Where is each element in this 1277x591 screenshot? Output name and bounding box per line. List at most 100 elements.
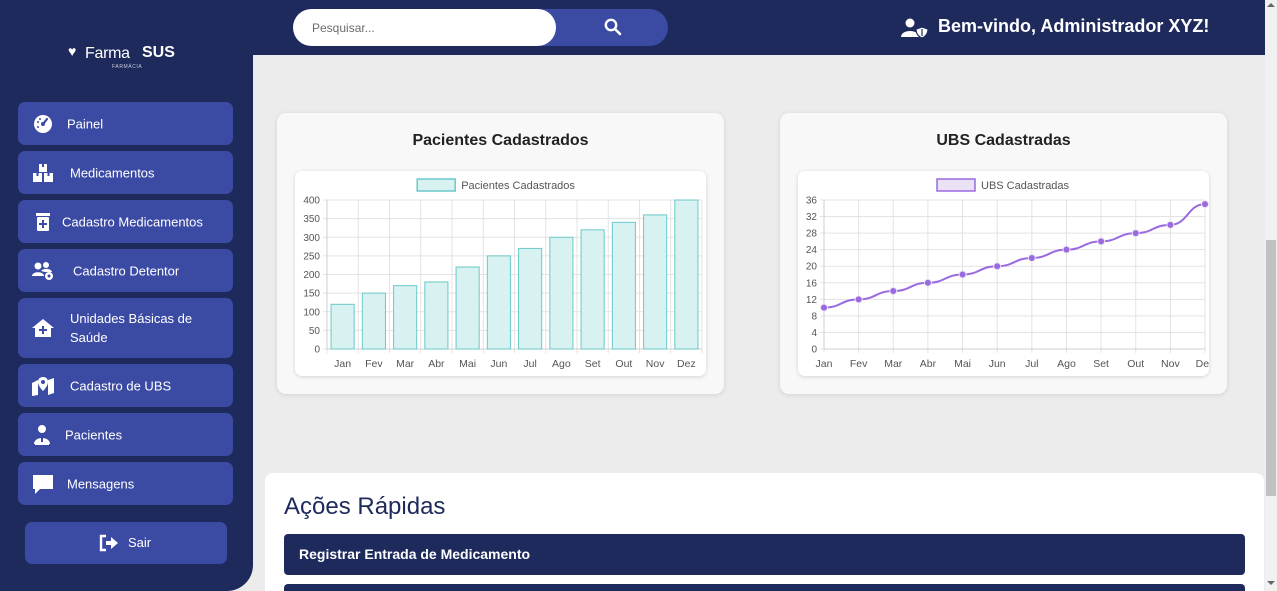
y-tick-label: 400 [303, 196, 320, 207]
data-point [958, 270, 967, 279]
bar [674, 199, 699, 350]
legend-label: UBS Cadastradas [981, 180, 1070, 192]
x-tick-label: Out [615, 358, 632, 370]
logout-label: Sair [128, 535, 152, 550]
y-tick-label: 32 [806, 212, 818, 223]
sidebar: ♥ Farma SUS FARMÁCIA Painel Medicamentos… [0, 0, 253, 591]
sidebar-item-painel[interactable]: Painel [18, 102, 233, 145]
users-gear-icon [32, 261, 53, 280]
ubs-line-chart: UBS Cadastradas 0 4 8 12 16 20 24 28 32 36 Jan Fev Ma… [806, 178, 1209, 370]
x-tick-label: Nov [1161, 358, 1180, 370]
y-tick-label: 8 [811, 311, 817, 322]
patients-chart-box: Pacientes Cadastrados 0 50 100 150 200 250 300 3… [295, 171, 706, 376]
x-tick-label: Jan [816, 358, 833, 370]
patients-bar-chart: Pacientes Cadastrados 0 50 100 150 200 250 300 3… [303, 178, 703, 370]
sidebar-item-cadastro-detentor[interactable]: Cadastro Detentor [18, 249, 233, 292]
data-point [1131, 229, 1140, 238]
farmasus-logo[interactable]: ♥ Farma SUS FARMÁCIA [68, 42, 188, 72]
quick-actions-panel: Ações Rápidas Registrar Entrada de Medic… [265, 473, 1264, 591]
bar [518, 247, 543, 350]
data-point [923, 278, 932, 287]
search-button[interactable] [556, 9, 668, 46]
register-medicine-entry-button[interactable]: Registrar Entrada de Medicamento [284, 534, 1245, 575]
map-pin-icon [32, 376, 54, 396]
logout-button[interactable]: Sair [25, 522, 227, 564]
chart-title: Pacientes Cadastrados [412, 132, 589, 149]
data-point [1201, 200, 1209, 209]
sidebar-item-ubs[interactable]: Unidades Básicas de Saúde [18, 298, 233, 358]
x-tick-label: Dez [1196, 358, 1209, 370]
sidebar-item-medicamentos[interactable]: Medicamentos [18, 151, 233, 194]
x-tick-label: Abr [428, 358, 445, 370]
y-tick-label: 0 [811, 345, 817, 356]
x-tick-label: Set [1093, 358, 1109, 370]
y-tick-label: 250 [303, 251, 320, 262]
user-shield-icon [901, 18, 929, 38]
x-tick-label: Jul [1025, 358, 1038, 370]
bar [424, 281, 449, 350]
legend-swatch [416, 178, 456, 192]
x-tick-label: Jun [490, 358, 507, 370]
sidebar-item-label: Cadastro de UBS [70, 378, 172, 393]
y-tick-label: 24 [806, 245, 818, 256]
search-bar [293, 9, 668, 46]
sidebar-item-pacientes[interactable]: Pacientes [18, 413, 233, 456]
x-tick-label: Jan [334, 358, 351, 370]
y-tick-label: 150 [303, 289, 320, 300]
vertical-scrollbar[interactable] [1265, 0, 1277, 591]
sidebar-item-label: Cadastro Detentor [73, 263, 180, 278]
x-tick-label: Nov [646, 358, 665, 370]
x-tick-label: Abr [920, 358, 937, 370]
x-tick-label: Mar [884, 358, 903, 370]
y-tick-label: 28 [806, 229, 818, 240]
x-tick-label: Fev [850, 358, 868, 370]
bar [486, 255, 511, 350]
sidebar-item-label: Pacientes [65, 427, 123, 442]
data-point [820, 303, 828, 312]
quick-actions-title: Ações Rápidas [284, 493, 446, 520]
sidebar-item-cadastro-ubs[interactable]: Cadastro de UBS [18, 364, 233, 407]
x-tick-label: Fev [365, 358, 383, 370]
scrollbar-thumb[interactable] [1266, 240, 1276, 496]
x-tick-label: Mar [396, 358, 415, 370]
data-point [1166, 220, 1175, 229]
search-input[interactable] [293, 9, 556, 46]
clinic-house-icon [32, 319, 54, 337]
y-tick-label: 12 [806, 295, 818, 306]
logo-word-farma: Farma [85, 45, 130, 62]
data-point [1062, 245, 1071, 254]
sign-out-icon [99, 534, 118, 552]
scroll-up-arrow-icon[interactable] [1267, 3, 1275, 7]
welcome-text: Bem-vindo, Administrador XYZ! [938, 16, 1210, 36]
quick-action-button[interactable] [284, 584, 1245, 591]
x-tick-label: Jun [989, 358, 1006, 370]
bar [393, 285, 418, 350]
bar [361, 292, 386, 350]
logo-subtitle: FARMÁCIA [112, 64, 143, 70]
y-tick-label: 100 [303, 307, 320, 318]
y-tick-label: 16 [806, 278, 818, 289]
top-bar: Bem-vindo, Administrador XYZ! [253, 0, 1265, 55]
logo-word-sus: SUS [142, 44, 175, 61]
ubs-chart-card: UBS Cadastradas UBS Cadastradas 0 4 8 12 16 20… [780, 113, 1227, 394]
x-tick-label: Set [585, 358, 601, 370]
x-tick-label: Dez [677, 358, 696, 370]
x-tick-label: Jul [523, 358, 536, 370]
bar [455, 266, 480, 350]
y-tick-label: 0 [314, 345, 320, 356]
sidebar-item-label: Medicamentos [70, 165, 155, 180]
data-point [993, 262, 1002, 271]
y-tick-label: 300 [303, 233, 320, 244]
sidebar-item-label: Unidades Básicas de Saúde [70, 311, 193, 345]
bar [643, 214, 668, 350]
x-tick-label: Out [1127, 358, 1144, 370]
y-tick-label: 4 [811, 328, 817, 339]
sidebar-item-cadastro-medicamentos[interactable]: Cadastro Medicamentos [18, 200, 233, 243]
sidebar-item-label: Painel [67, 116, 104, 131]
scroll-down-arrow-icon[interactable] [1267, 581, 1275, 585]
patient-icon [34, 424, 50, 445]
boxes-icon [33, 163, 53, 182]
x-tick-label: Mai [954, 358, 971, 370]
sidebar-item-mensagens[interactable]: Mensagens [18, 462, 233, 505]
x-tick-label: Ago [1057, 358, 1076, 370]
